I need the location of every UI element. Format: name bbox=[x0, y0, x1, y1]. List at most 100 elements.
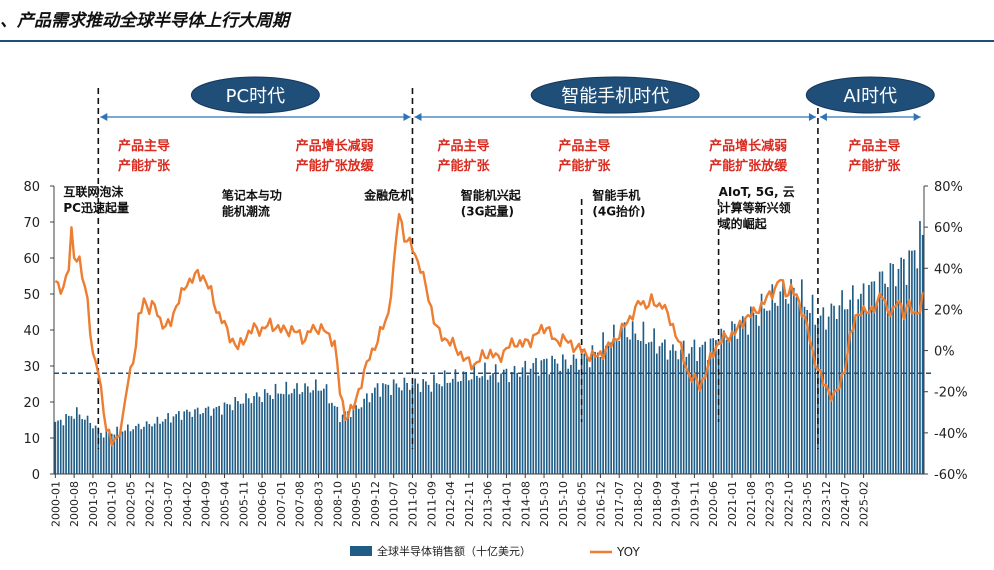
sales-bar bbox=[398, 387, 400, 474]
title-rule bbox=[0, 40, 994, 42]
sales-bar bbox=[269, 395, 271, 474]
sales-bar bbox=[688, 353, 690, 474]
sales-bar bbox=[59, 419, 62, 474]
x-tick-label: 2016-12 bbox=[594, 481, 607, 527]
sales-bar bbox=[57, 420, 59, 474]
sales-bar bbox=[562, 354, 564, 474]
sales-bar bbox=[803, 306, 806, 474]
sales-bar bbox=[602, 332, 604, 474]
sales-bar bbox=[833, 305, 835, 474]
sales-bar bbox=[677, 359, 680, 474]
sales-bar bbox=[774, 302, 776, 474]
sales-bar bbox=[78, 414, 81, 474]
sales-bar bbox=[309, 392, 312, 474]
sales-bar bbox=[618, 340, 621, 474]
sales-bar bbox=[607, 345, 610, 474]
x-tick-label: 2015-03 bbox=[538, 481, 551, 527]
sales-bar bbox=[712, 338, 715, 474]
sales-bar bbox=[817, 319, 819, 474]
sales-bar bbox=[153, 423, 156, 474]
sales-bar bbox=[868, 284, 870, 474]
sales-bar bbox=[215, 406, 218, 474]
sales-bar bbox=[551, 355, 553, 474]
sales-bar bbox=[545, 358, 548, 474]
sales-bar bbox=[725, 339, 728, 474]
sales-bar bbox=[102, 437, 105, 474]
sales-bar bbox=[84, 419, 86, 474]
sales-bar bbox=[672, 344, 674, 474]
sales-bar bbox=[841, 290, 843, 474]
sales-bar bbox=[204, 407, 207, 474]
sales-bar bbox=[900, 257, 902, 474]
sales-bar bbox=[613, 324, 615, 474]
sales-bar bbox=[798, 303, 800, 474]
sales-bar bbox=[186, 409, 188, 474]
right-tick-label: 20% bbox=[934, 303, 963, 318]
sales-bar bbox=[202, 412, 204, 474]
sales-bar bbox=[814, 324, 817, 474]
sales-bar bbox=[349, 416, 352, 474]
sales-bar bbox=[860, 293, 862, 474]
sales-bar bbox=[62, 425, 65, 474]
x-tick-label: 2007-08 bbox=[294, 481, 307, 527]
sales-bar bbox=[908, 250, 911, 474]
sales-bar bbox=[156, 416, 159, 474]
arrowhead-left bbox=[414, 113, 422, 121]
sales-bar bbox=[67, 415, 70, 474]
x-tick-label: 2005-11 bbox=[237, 481, 250, 527]
sales-bar bbox=[306, 386, 309, 474]
sales-bar bbox=[331, 402, 333, 474]
sales-bar bbox=[433, 374, 435, 474]
sales-bar bbox=[255, 392, 258, 474]
sales-bar bbox=[285, 381, 288, 474]
sales-bar bbox=[183, 411, 186, 474]
right-tick-label: 60% bbox=[934, 221, 963, 236]
sales-bar bbox=[127, 424, 129, 474]
sales-bar bbox=[425, 381, 427, 474]
sales-bar bbox=[231, 410, 234, 474]
sales-bar bbox=[457, 381, 459, 474]
sales-bar bbox=[564, 359, 567, 474]
left-tick-label: 40 bbox=[23, 324, 40, 339]
sales-bar bbox=[121, 431, 124, 474]
sales-bar bbox=[75, 407, 78, 474]
event-annotation: 能机潮流 bbox=[222, 204, 270, 219]
sales-bar bbox=[588, 367, 591, 474]
sales-bar bbox=[384, 384, 387, 474]
sales-bar bbox=[532, 363, 535, 474]
sales-bar bbox=[188, 411, 191, 474]
sales-bar bbox=[537, 375, 540, 474]
sales-bar bbox=[135, 425, 137, 474]
sales-bar bbox=[892, 264, 894, 474]
legend-line-label: YOY bbox=[616, 545, 640, 559]
event-annotation: 域的崛起 bbox=[719, 216, 768, 231]
sales-bar bbox=[293, 388, 296, 474]
sales-bar bbox=[492, 372, 494, 474]
event-annotation: 金融危机 bbox=[363, 188, 412, 203]
sales-bar bbox=[604, 345, 607, 474]
sales-bar bbox=[470, 379, 473, 474]
sales-bar bbox=[704, 341, 706, 474]
sales-bar bbox=[497, 382, 500, 474]
semiconductor-cycle-chart: 0 10 20 30 40 50 60 70 80 -60% -40% -20% 0% 20% 40% 60%… bbox=[23, 76, 968, 559]
sales-bar bbox=[516, 372, 519, 474]
sales-bar bbox=[406, 382, 408, 474]
event-annotation: 计算等新兴领 bbox=[719, 200, 791, 215]
sales-bar bbox=[435, 383, 438, 474]
header: 、产品需求推动全球半导体上行大周期 bbox=[0, 0, 994, 44]
sales-bar bbox=[441, 386, 443, 474]
event-annotation: PC迅速起量 bbox=[63, 200, 129, 215]
sales-bar bbox=[911, 250, 913, 474]
sales-bar bbox=[599, 357, 602, 474]
sales-bar bbox=[776, 305, 779, 474]
sales-bar bbox=[594, 351, 596, 474]
sales-bar bbox=[809, 312, 811, 474]
sales-bar bbox=[658, 346, 661, 474]
sales-bar bbox=[100, 432, 102, 474]
phase-annotation: 产能扩张 bbox=[437, 158, 490, 174]
sales-bar bbox=[728, 337, 731, 474]
sales-bar bbox=[344, 411, 347, 474]
sales-bar bbox=[242, 403, 245, 474]
sales-bar bbox=[110, 433, 113, 474]
sales-bar bbox=[857, 299, 860, 474]
